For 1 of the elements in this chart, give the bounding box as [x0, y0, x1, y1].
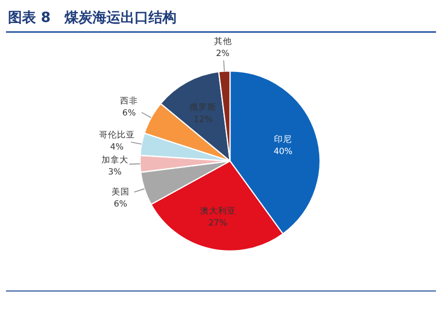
title: 图表 8 煤炭海运出口结构 [8, 10, 177, 26]
